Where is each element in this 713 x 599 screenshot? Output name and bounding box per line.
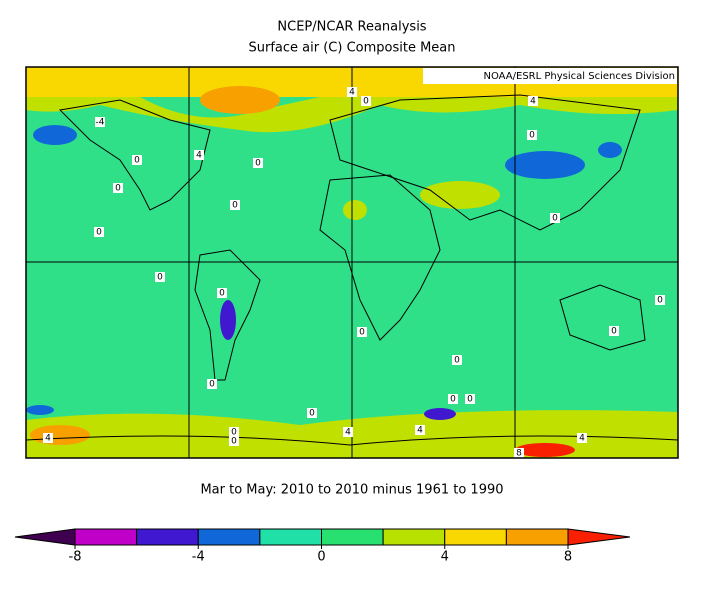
cold-region [220, 300, 236, 340]
subtitle: Surface air (C) Composite Mean [249, 41, 456, 56]
colorbar-tick-label: 8 [564, 550, 572, 565]
contour-label-box [94, 227, 104, 237]
contour-label-box [194, 150, 204, 160]
contour-label: 0 [359, 328, 365, 338]
contour-label: 0 [231, 428, 237, 438]
contour-label: 0 [255, 159, 261, 169]
contour-label-box [415, 425, 425, 435]
colorbar-bin [321, 528, 384, 546]
contour-label-box [577, 433, 587, 443]
contour-label-box [609, 326, 619, 336]
contour-label: 4 [45, 434, 51, 444]
contour-label-box [347, 87, 357, 97]
warm-region [343, 200, 367, 220]
contour-label-box [253, 158, 263, 168]
contour-label: 0 [450, 395, 456, 405]
colorbar-tick-label: -4 [192, 550, 205, 565]
contour-label: 0 [552, 214, 558, 224]
colorbar-tick-label: 0 [317, 550, 325, 565]
cold-region [33, 125, 77, 145]
contour-label: 8 [516, 449, 522, 459]
contour-label: -4 [96, 118, 105, 128]
contour-label-box [452, 355, 462, 365]
contour-label: 0 [657, 296, 663, 306]
contour-label: 0 [115, 184, 121, 194]
colorbar-bin [136, 528, 199, 546]
contour-label-box [448, 394, 458, 404]
title: NCEP/NCAR Reanalysis [277, 20, 426, 35]
colorbar-tick-label: 4 [441, 550, 449, 565]
caption: Mar to May: 2010 to 2010 minus 1961 to 1… [200, 483, 503, 498]
contour-label: 4 [530, 97, 536, 107]
contour-label: 0 [157, 273, 163, 283]
contour-label-box [229, 427, 239, 437]
colorbar-bin [74, 528, 138, 546]
contour-label-box [155, 272, 165, 282]
contour-label-box [95, 117, 105, 127]
contour-label-box [528, 96, 538, 106]
credit-box [423, 68, 677, 84]
contour-label: 4 [349, 88, 355, 98]
map-frame [25, 66, 679, 459]
contour-label-box [361, 96, 371, 106]
contour-label: 0 [209, 380, 215, 390]
cold-region [598, 142, 622, 158]
coastlines [25, 94, 679, 446]
warm-region [515, 443, 575, 457]
contour-label-box [465, 394, 475, 404]
colorbar-under [14, 528, 76, 546]
colorbar-tick-label: -8 [69, 550, 82, 565]
contour-label: 0 [232, 201, 238, 211]
warm-region [30, 425, 90, 445]
contour-label-box [357, 327, 367, 337]
contour-label-box [207, 379, 217, 389]
warm-region [200, 86, 280, 114]
contour-label-box [230, 200, 240, 210]
contour-label: 0 [96, 228, 102, 238]
graticule [26, 67, 678, 458]
colorbar-bin [505, 528, 569, 546]
contour-label: 0 [611, 327, 617, 337]
contour-label: 0 [231, 437, 237, 447]
contour-label-box [550, 213, 560, 223]
cold-region [26, 405, 54, 415]
credit: NOAA/ESRL Physical Sciences Division [484, 71, 676, 82]
contour-label: 4 [579, 434, 585, 444]
contour-label: 0 [529, 131, 535, 141]
colorbar-bin [259, 528, 322, 546]
contour-label: 0 [309, 409, 315, 419]
contour-label-box [514, 448, 524, 458]
contour-label-box [307, 408, 317, 418]
colorbar-bin [444, 528, 507, 546]
contour-label-box [655, 295, 665, 305]
contour-label: 4 [417, 426, 423, 436]
colorbar-bin [197, 528, 261, 546]
contour-label-box [527, 130, 537, 140]
contour-label-box [217, 288, 227, 298]
contour-label-box [132, 155, 142, 165]
contour-label: 0 [467, 395, 473, 405]
colorbar-bin [382, 528, 446, 546]
cold-region [505, 151, 585, 179]
contour-label: 0 [134, 156, 140, 166]
contour-label: 4 [345, 428, 351, 438]
contour-label-box [229, 436, 239, 446]
colorbar: -8 -4 0 4 8 [14, 528, 631, 565]
contour-label-box [113, 183, 123, 193]
contour-label: 4 [196, 151, 202, 161]
contour-label-box [343, 427, 353, 437]
contour-label: 0 [219, 289, 225, 299]
warm-region [420, 181, 500, 209]
colorbar-over [567, 528, 631, 546]
cold-region [424, 408, 456, 420]
contour-label: 0 [363, 97, 369, 107]
contour-label-box [43, 433, 53, 443]
contour-label: 0 [454, 356, 460, 366]
